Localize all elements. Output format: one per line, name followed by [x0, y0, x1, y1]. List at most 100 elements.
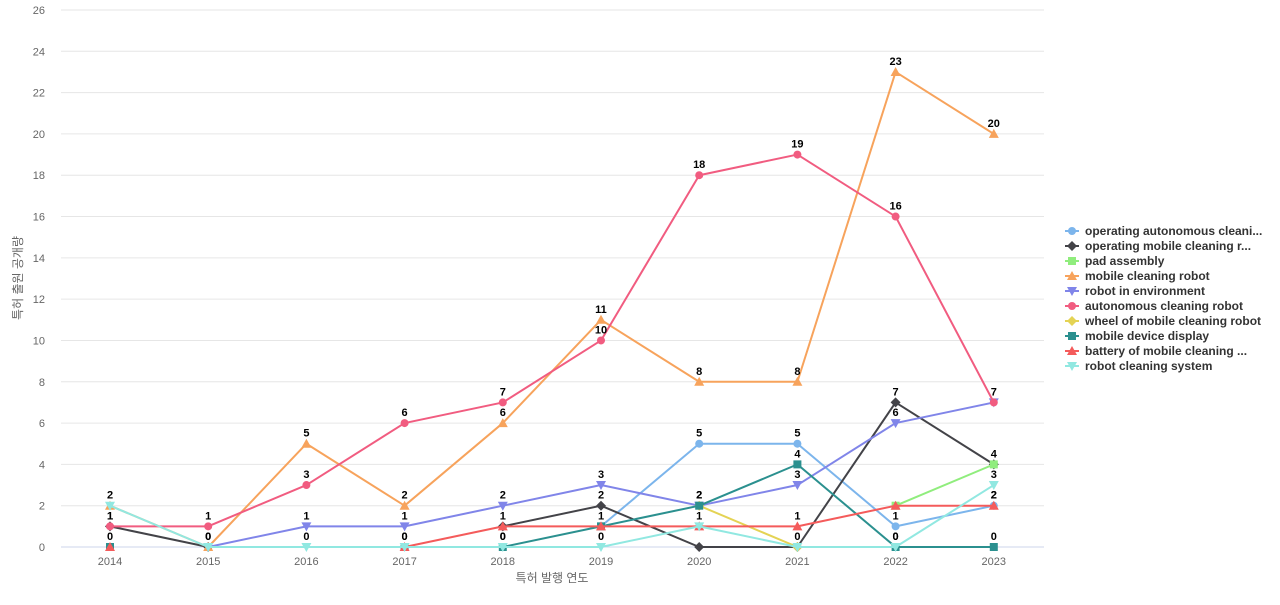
data-label: 1	[107, 510, 113, 522]
series-1	[105, 397, 999, 552]
legend-label: mobile device display	[1085, 329, 1209, 343]
x-tick-label: 2021	[785, 556, 809, 568]
data-label: 0	[893, 531, 899, 543]
data-point	[596, 500, 606, 511]
data-label: 2	[500, 490, 506, 502]
data-point	[105, 501, 115, 511]
data-label: 0	[205, 531, 211, 543]
data-point	[497, 418, 508, 428]
data-label: 6	[500, 407, 506, 419]
data-point	[792, 376, 803, 386]
data-label: 20	[988, 118, 1000, 130]
legend-swatch-marker	[1067, 271, 1077, 280]
data-point	[988, 481, 999, 491]
data-point	[792, 521, 803, 531]
data-label: 19	[791, 139, 803, 151]
legend-item: operating autonomous cleani...	[1065, 224, 1262, 238]
y-tick-label: 24	[33, 46, 45, 58]
series-4	[203, 398, 999, 552]
data-label: 0	[794, 531, 800, 543]
gridlines	[61, 9, 1044, 548]
legend-item: autonomous cleaning robot	[1065, 299, 1243, 313]
data-label: 2	[402, 490, 408, 502]
data-point	[105, 542, 115, 551]
legend-swatch-marker	[1068, 227, 1076, 235]
data-label: 0	[598, 531, 604, 543]
data-point	[793, 150, 802, 159]
data-point	[204, 522, 213, 531]
data-point	[497, 521, 508, 531]
data-label: 10	[595, 324, 607, 336]
legend-swatch-marker	[1067, 241, 1077, 251]
data-point	[793, 460, 802, 469]
data-point	[302, 481, 311, 490]
data-point	[596, 314, 606, 324]
series-line	[109, 401, 995, 548]
y-tick-label: 22	[33, 88, 45, 100]
y-tick-label: 2	[39, 501, 45, 513]
legend-label: operating autonomous cleani...	[1085, 224, 1262, 238]
y-tick-label: 26	[33, 5, 45, 17]
data-label: 2	[107, 490, 113, 502]
data-point	[694, 376, 705, 386]
data-label: 1	[402, 510, 408, 522]
data-point	[695, 501, 704, 510]
x-tick-label: 2015	[196, 556, 220, 568]
data-point	[890, 66, 901, 76]
data-point	[596, 543, 606, 552]
data-point	[301, 438, 312, 448]
data-label: 0	[402, 531, 408, 543]
data-label: 1	[794, 510, 800, 522]
series-3	[105, 66, 999, 551]
data-label: 16	[889, 201, 901, 213]
data-label: 2	[598, 490, 604, 502]
data-point	[301, 543, 312, 552]
data-label: 0	[500, 531, 506, 543]
series-line	[110, 153, 995, 528]
data-point	[989, 398, 998, 407]
data-label: 0	[107, 531, 113, 543]
data-label: 1	[303, 510, 309, 522]
y-tick-label: 16	[33, 212, 45, 224]
data-label: 4	[991, 448, 998, 460]
data-label: 3	[794, 469, 800, 481]
data-label: 0	[205, 531, 211, 543]
data-label: 0	[402, 531, 408, 543]
data-point	[890, 543, 901, 552]
data-label: 6	[402, 407, 408, 419]
legend-swatch-marker	[1067, 362, 1077, 371]
y-tick-label: 0	[39, 542, 45, 554]
data-point	[695, 171, 704, 180]
legend-label: robot in environment	[1085, 284, 1205, 298]
data-point	[596, 521, 606, 531]
data-point	[890, 397, 901, 408]
data-label: 4	[794, 448, 801, 460]
data-label: 0	[991, 531, 997, 543]
legend-item: robot in environment	[1065, 284, 1205, 298]
series-line	[895, 463, 995, 507]
data-point	[988, 500, 999, 510]
data-label: 5	[303, 428, 309, 440]
x-tick-label: 2014	[98, 556, 122, 568]
data-label: 2	[991, 490, 997, 502]
series-2	[891, 460, 998, 510]
data-label: 0	[303, 531, 309, 543]
data-point	[498, 398, 507, 407]
data-label: 3	[303, 469, 309, 481]
y-tick-label: 4	[39, 459, 45, 471]
series-line	[109, 70, 995, 548]
data-point	[989, 543, 998, 551]
y-tick-label: 8	[39, 377, 45, 389]
legend-item: wheel of mobile cleaning robot	[1065, 314, 1261, 328]
x-tick-label: 2016	[294, 556, 318, 568]
data-label: 8	[794, 366, 800, 378]
data-point	[891, 522, 900, 531]
legend-swatch-marker	[1067, 316, 1077, 326]
legend-item: operating mobile cleaning r...	[1065, 239, 1251, 253]
data-label: 1	[598, 510, 604, 522]
legend-swatch-marker	[1067, 287, 1077, 296]
data-point	[400, 419, 409, 428]
data-label: 5	[696, 428, 702, 440]
data-label: 1	[205, 510, 211, 522]
